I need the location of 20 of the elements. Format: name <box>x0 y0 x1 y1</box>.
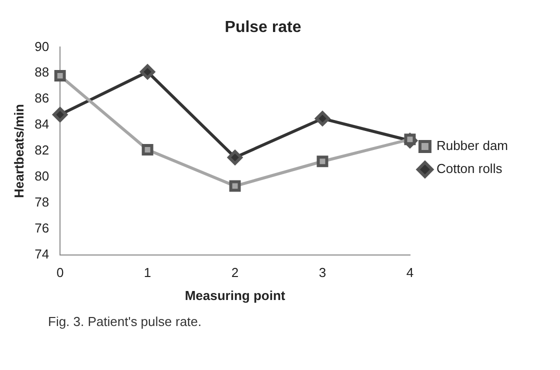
x-tick-label: 4 <box>406 265 414 280</box>
y-tick-label: 74 <box>34 246 50 262</box>
y-tick-label: 90 <box>34 38 50 54</box>
legend-label: Cotton rolls <box>436 161 503 176</box>
y-tick-label: 88 <box>34 64 50 80</box>
y-tick-label: 76 <box>34 220 50 236</box>
y-tick-label: 84 <box>34 116 50 132</box>
y-tick-label: 78 <box>34 194 50 210</box>
x-tick-label: 1 <box>144 265 152 280</box>
y-tick-label: 86 <box>34 90 50 106</box>
x-axis-title: Measuring point <box>184 288 286 303</box>
x-tick-label: 2 <box>231 265 239 280</box>
caption: Fig. 3. Patient's pulse rate. <box>48 314 203 329</box>
chart-title: Pulse rate <box>224 19 302 36</box>
y-tick-label: 82 <box>34 142 50 158</box>
y-axis-title: Heartbeats/min <box>11 104 26 198</box>
x-tick-label: 3 <box>318 265 326 280</box>
x-tick-label: 0 <box>56 265 64 280</box>
y-tick-label: 80 <box>34 168 50 184</box>
legend-label: Rubber dam <box>436 138 508 154</box>
